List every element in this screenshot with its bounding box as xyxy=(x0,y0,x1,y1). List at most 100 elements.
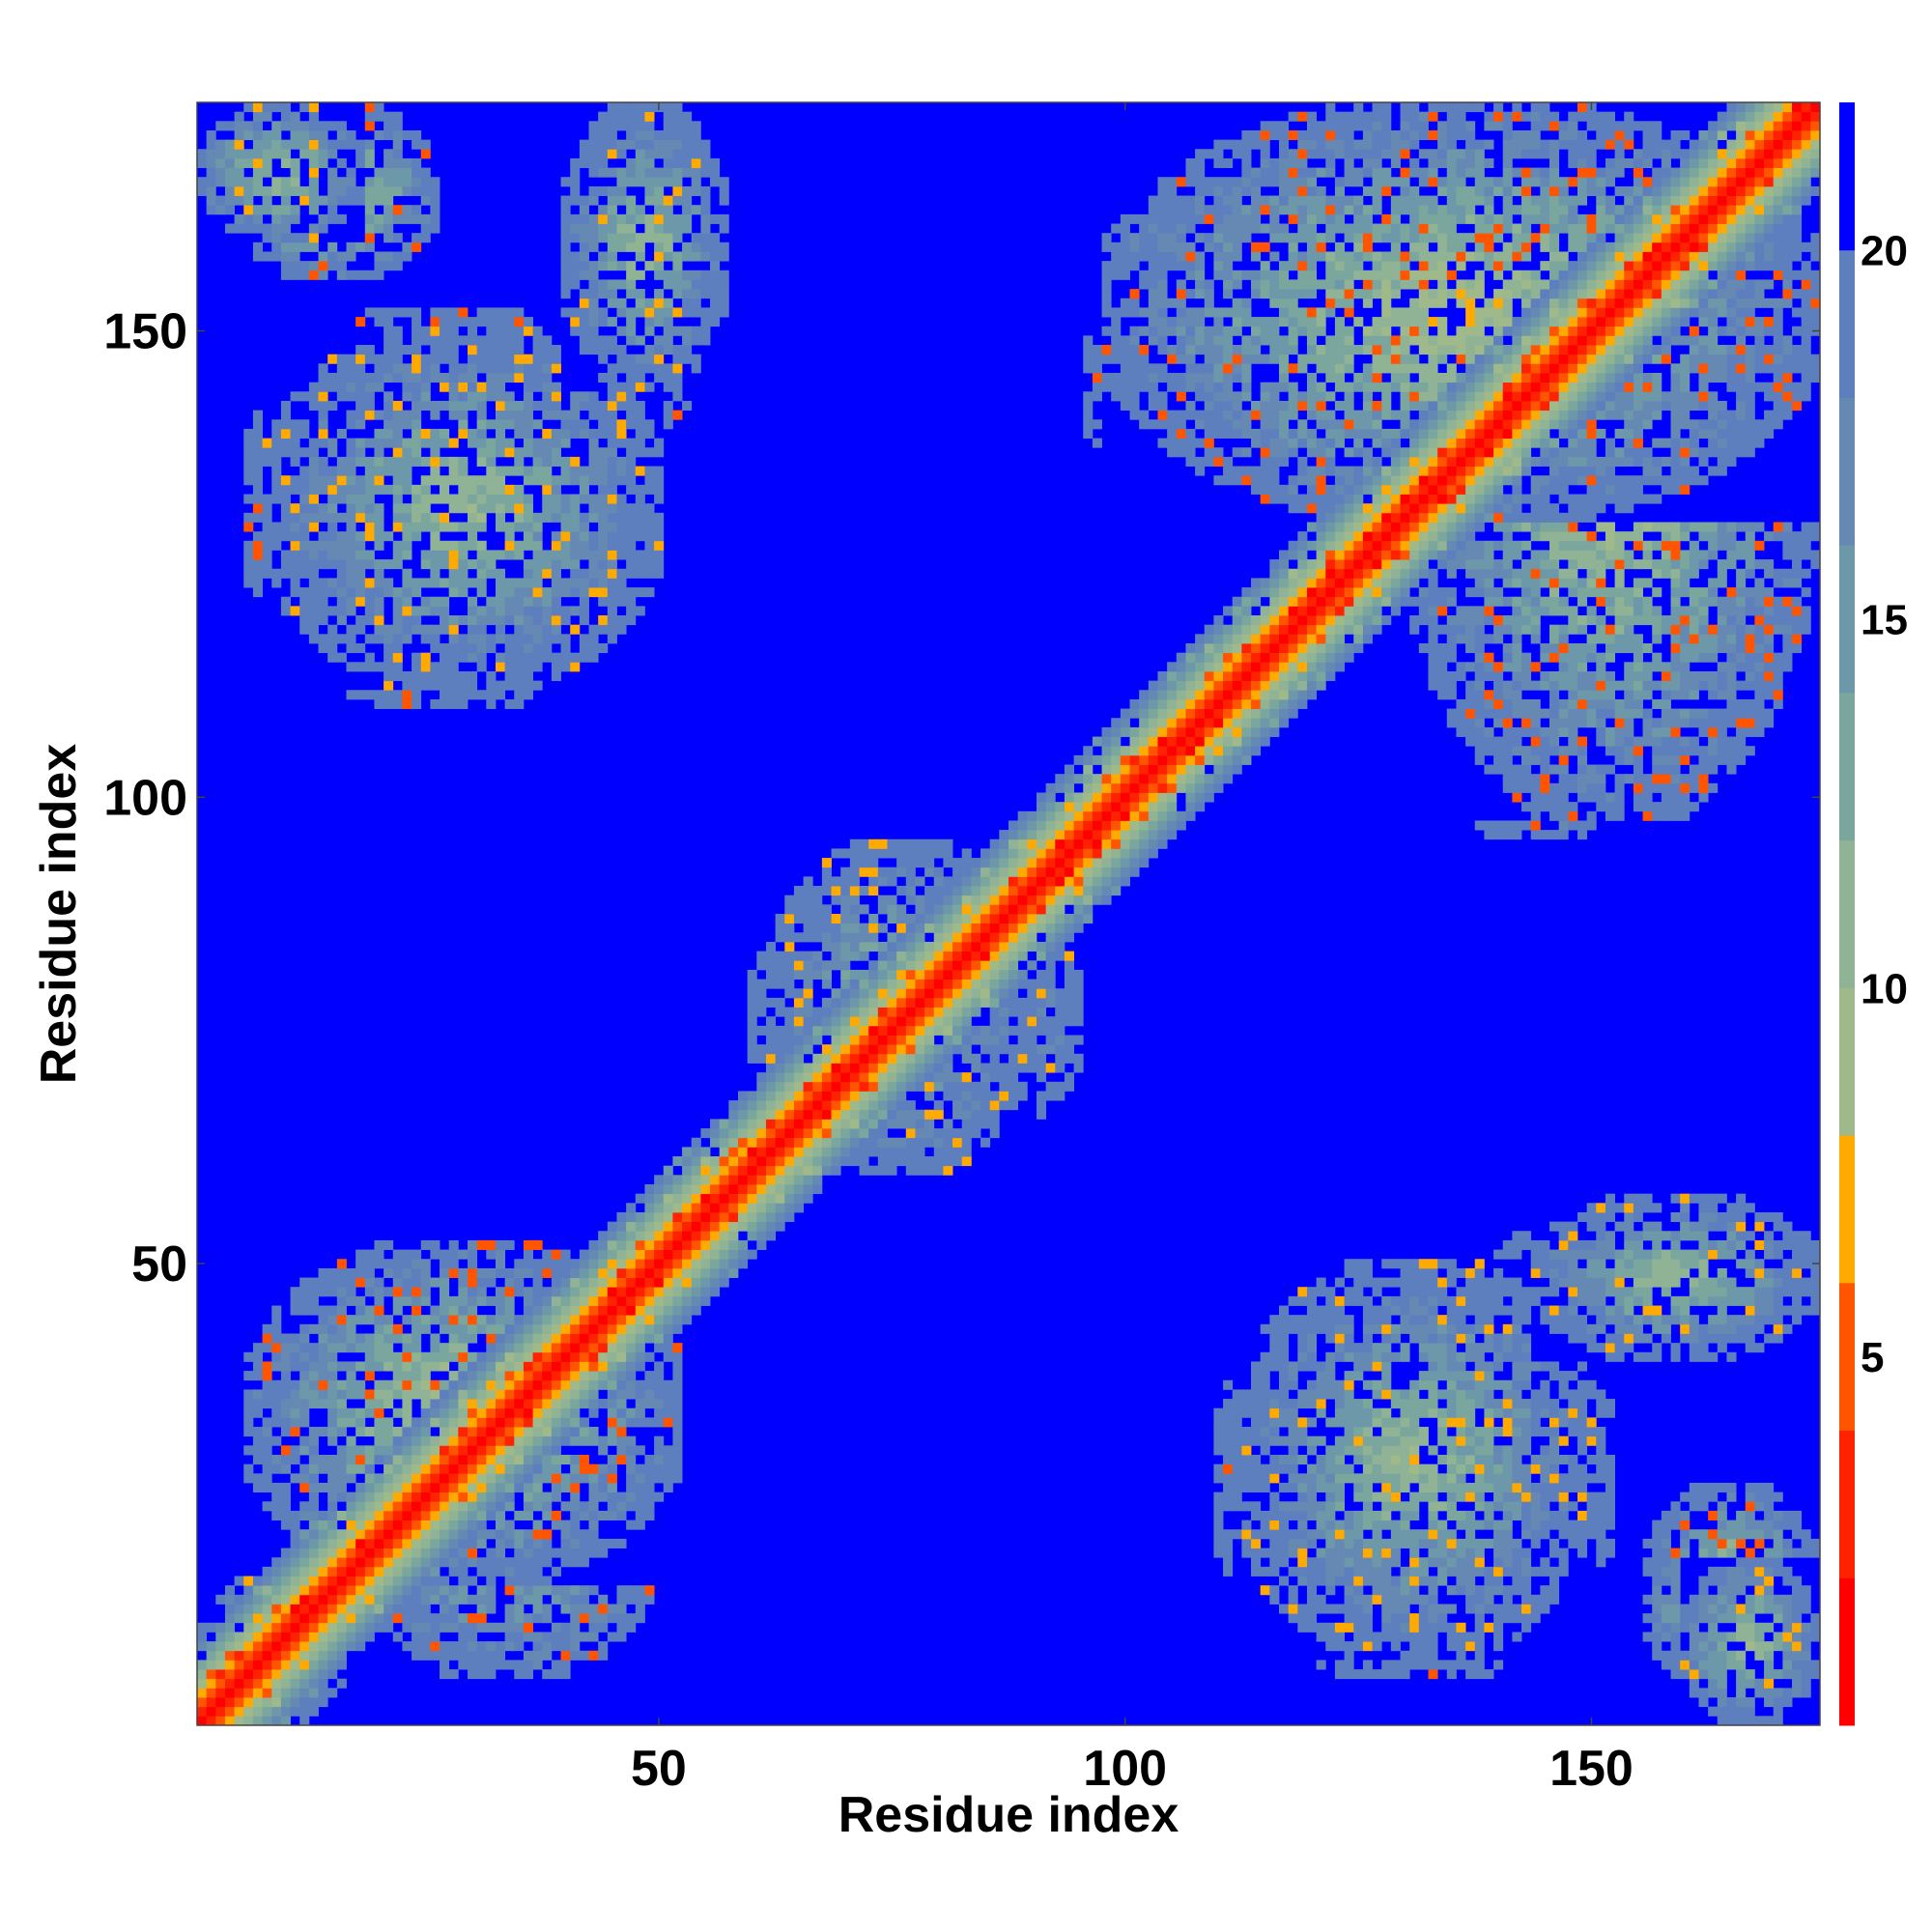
heatmap-cell xyxy=(299,1417,310,1428)
heatmap-cell xyxy=(1055,782,1065,793)
heatmap-cell xyxy=(420,326,431,336)
heatmap-cell xyxy=(626,1305,637,1316)
heatmap-cell xyxy=(887,876,897,887)
heatmap-cell xyxy=(318,129,328,141)
heatmap-cell xyxy=(327,1641,338,1652)
heatmap-cell xyxy=(514,652,525,663)
heatmap-cell xyxy=(430,213,440,224)
heatmap-cell xyxy=(402,578,412,588)
heatmap-cell xyxy=(243,1660,254,1670)
heatmap-cell xyxy=(1009,1072,1019,1083)
heatmap-cell xyxy=(626,1203,637,1213)
heatmap-cell xyxy=(299,1576,310,1586)
heatmap-cell xyxy=(523,1529,533,1540)
heatmap-cell xyxy=(607,382,617,392)
heatmap-cell xyxy=(384,410,394,420)
heatmap-cell xyxy=(468,503,478,514)
heatmap-cell xyxy=(710,1175,721,1185)
heatmap-cell xyxy=(961,1100,972,1111)
heatmap-cell xyxy=(961,923,972,933)
heatmap-cell xyxy=(710,1277,721,1288)
heatmap-cell xyxy=(943,932,953,943)
heatmap-cell xyxy=(476,1482,487,1493)
heatmap-cell xyxy=(598,233,609,243)
heatmap-cell xyxy=(560,1557,571,1568)
heatmap-cell xyxy=(1092,782,1102,793)
heatmap-cell xyxy=(821,960,832,971)
heatmap-cell xyxy=(504,662,515,672)
heatmap-cell xyxy=(346,1267,356,1278)
heatmap-cell xyxy=(728,1231,739,1241)
heatmap-cell xyxy=(318,157,328,168)
heatmap-cell xyxy=(607,1473,617,1484)
heatmap-cell xyxy=(384,1529,394,1540)
heatmap-cell xyxy=(579,1249,589,1260)
heatmap-cell xyxy=(821,867,832,877)
heatmap-cell xyxy=(252,1455,263,1465)
heatmap-cell xyxy=(961,895,972,905)
heatmap-cell xyxy=(598,428,609,439)
heatmap-cell xyxy=(392,167,403,178)
heatmap-cell xyxy=(271,1594,282,1605)
heatmap-cell xyxy=(384,1538,394,1548)
heatmap-cell xyxy=(999,997,1009,1008)
heatmap-cell xyxy=(412,1371,422,1381)
heatmap-cell xyxy=(458,634,469,644)
heatmap-cell xyxy=(412,1594,422,1605)
heatmap-cell xyxy=(336,1585,347,1596)
heatmap-cell xyxy=(412,1492,422,1502)
heatmap-cell xyxy=(280,475,291,486)
heatmap-cell xyxy=(803,1119,813,1129)
heatmap-cell xyxy=(327,1305,338,1316)
heatmap-cell xyxy=(523,1287,533,1297)
heatmap-cell xyxy=(430,1566,440,1577)
heatmap-cell xyxy=(318,1351,328,1362)
heatmap-cell xyxy=(756,1072,767,1083)
heatmap-cell xyxy=(523,1510,533,1520)
heatmap-cell xyxy=(775,1007,785,1017)
heatmap-cell xyxy=(560,261,571,271)
heatmap-cell xyxy=(542,1287,553,1297)
heatmap-cell xyxy=(598,1399,609,1409)
heatmap-cell xyxy=(532,363,543,374)
heatmap-cell xyxy=(336,1538,347,1548)
heatmap-cell xyxy=(468,1267,478,1278)
heatmap-cell xyxy=(392,447,403,458)
heatmap-cell xyxy=(495,624,506,635)
heatmap-cell xyxy=(793,1165,804,1176)
heatmap-cell xyxy=(364,1510,375,1520)
heatmap-cell xyxy=(607,1267,617,1278)
heatmap-cell xyxy=(346,606,356,616)
heatmap-cell xyxy=(570,1315,581,1325)
heatmap-cell xyxy=(542,1538,553,1548)
heatmap-cell xyxy=(355,1492,366,1502)
heatmap-cell xyxy=(1027,979,1037,989)
heatmap-cell xyxy=(849,1044,860,1055)
heatmap-cell xyxy=(458,522,469,532)
heatmap-cell xyxy=(476,1660,487,1670)
heatmap-cell xyxy=(412,157,422,168)
heatmap-cell xyxy=(523,447,533,458)
heatmap-cell xyxy=(514,307,525,318)
heatmap-cell xyxy=(728,1221,739,1232)
heatmap-cell xyxy=(299,1557,310,1568)
heatmap-cell xyxy=(458,1361,469,1372)
heatmap-cell xyxy=(440,494,450,504)
heatmap-cell xyxy=(486,1463,497,1474)
heatmap-cell xyxy=(943,895,953,905)
heatmap-cell xyxy=(486,1277,497,1288)
heatmap-cell xyxy=(887,848,897,859)
heatmap-cell xyxy=(784,969,795,980)
heatmap-cell xyxy=(989,960,1000,971)
heatmap-cell xyxy=(943,848,953,859)
heatmap-cell xyxy=(859,1007,869,1017)
heatmap-cell xyxy=(468,1435,478,1446)
heatmap-cell xyxy=(197,1716,208,1726)
heatmap-cell xyxy=(1064,792,1074,803)
heatmap-cell xyxy=(849,876,860,887)
heatmap-cell xyxy=(514,1427,525,1437)
heatmap-cell xyxy=(868,876,879,887)
heatmap-cell xyxy=(280,1716,291,1726)
heatmap-cell xyxy=(318,363,328,374)
heatmap-cell xyxy=(924,1016,935,1027)
